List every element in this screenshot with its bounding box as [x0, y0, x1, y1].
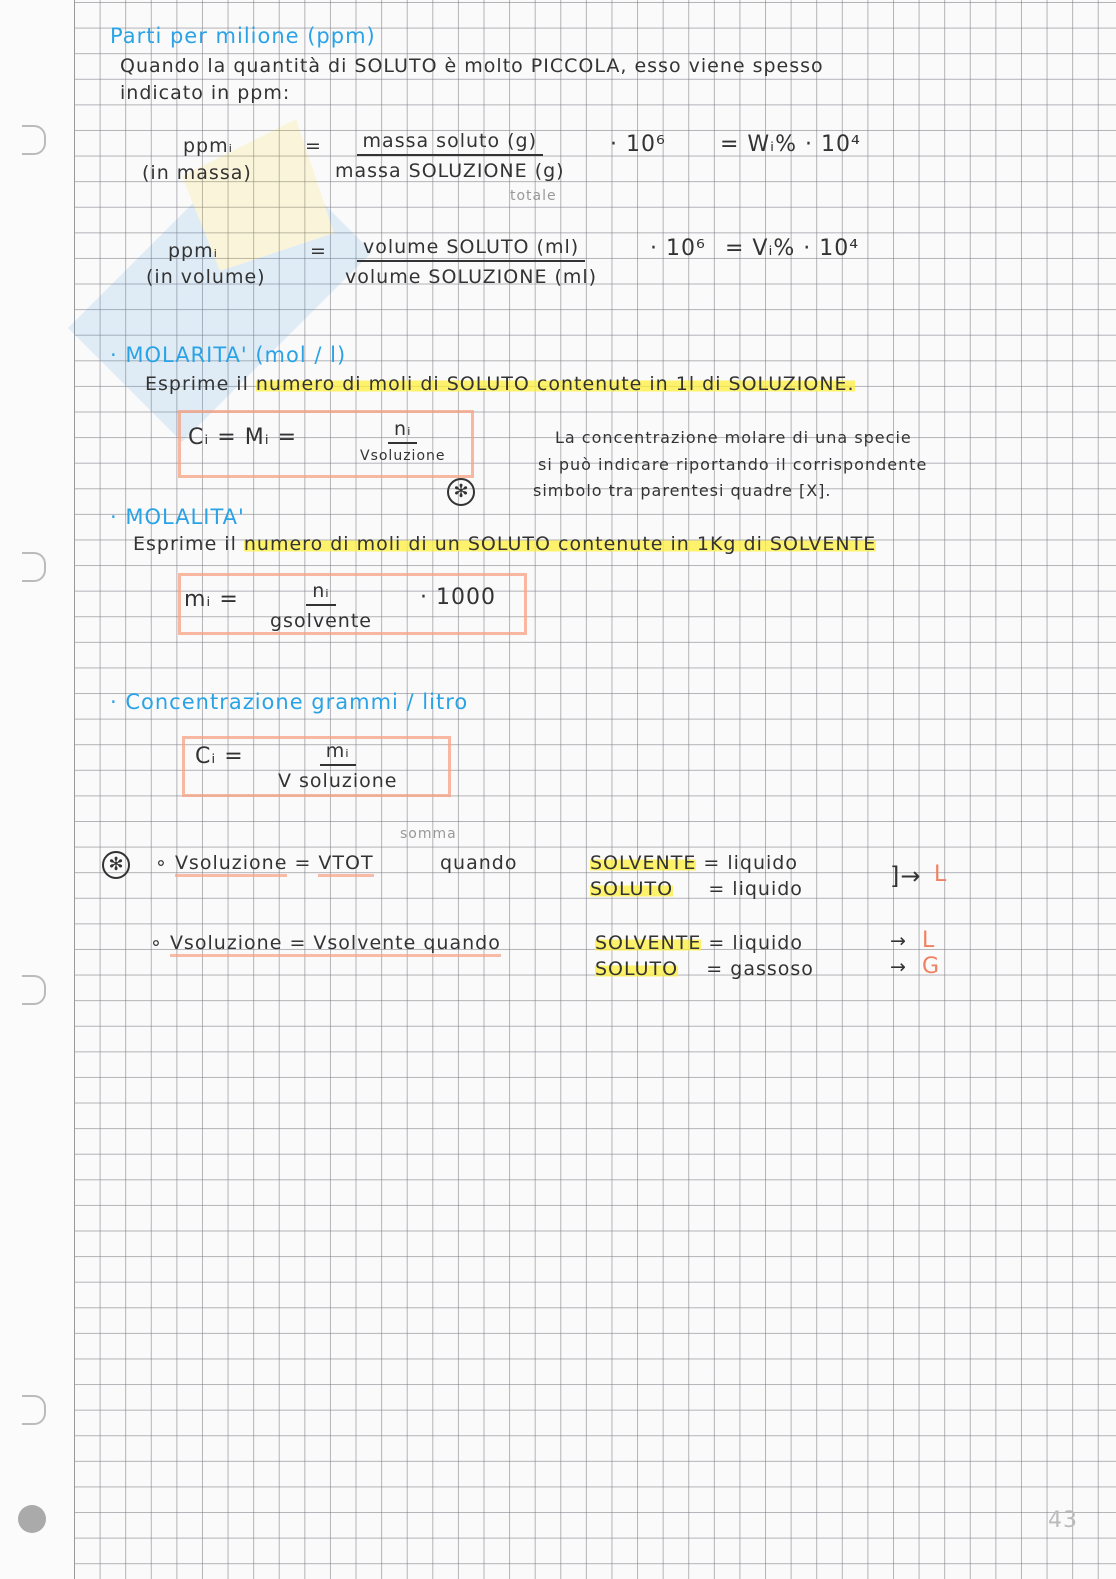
row2-solute: SOLUTO = gassoso [595, 958, 814, 980]
ppm-intro-line2: indicato in ppm: [120, 82, 291, 104]
row1-solvent: SOLVENTE = liquido [590, 852, 798, 874]
molality-description: Esprime il numero di moli di un SOLUTO c… [133, 533, 877, 555]
molarity-formula-box [178, 410, 474, 478]
denominator: V soluzione [278, 770, 398, 792]
molarity-formula-lhs: Cᵢ = Mᵢ = [188, 425, 298, 450]
molarity-fraction: nᵢ Vsoluzione [360, 418, 446, 464]
arrow-icon: → [890, 956, 907, 978]
ppm-intro-line1: Quando la quantità di SOLUTO è molto PIC… [120, 55, 824, 77]
denominator: gsolvente [270, 610, 372, 632]
result-liquid: L [922, 928, 936, 953]
section-title-molarity: · MOLARITA' (mol / l) [110, 343, 347, 367]
binder-hole [22, 552, 46, 582]
ppm-volume-note: (in volume) [146, 266, 266, 288]
arrow-icon: → [890, 930, 907, 952]
binder-hole [22, 125, 46, 155]
binder-hole [22, 1395, 46, 1425]
volume-note-row1-formula: ∘ Vsoluzione = VTOT [155, 852, 374, 877]
result-liquid: L [934, 862, 948, 887]
molarity-description: Esprime il numero di moli di SOLUTO cont… [145, 373, 855, 395]
binder-hole [22, 975, 46, 1005]
molality-formula-lhs: mᵢ = [184, 587, 239, 612]
volume-note-row2-formula: ∘ Vsoluzione = Vsolvente quando [150, 932, 501, 957]
annotation-totale: totale [510, 188, 557, 204]
numerator: volume SOLUTO (ml) [356, 236, 586, 262]
grams-per-liter-fraction: mᵢ V soluzione [278, 740, 398, 792]
ppm-volume-fraction: volume SOLUTO (ml) volume SOLUZIONE (ml) [345, 236, 597, 288]
numerator: nᵢ [388, 418, 418, 444]
when-label: quando [440, 852, 518, 874]
section-title-grams-per-liter: · Concentrazione grammi / litro [110, 690, 469, 714]
denominator: massa SOLUZIONE (g) [335, 160, 565, 182]
numerator: nᵢ [306, 580, 336, 606]
section-title-molality: · MOLALITA' [110, 505, 245, 529]
denominator: Vsoluzione [360, 448, 446, 464]
grams-per-liter-formula-lhs: Cᵢ = [195, 744, 244, 769]
molality-factor: · 1000 [420, 585, 496, 610]
asterisk-reference-icon: ✻ [447, 478, 475, 506]
ppm-mass-factor: · 10⁶ [610, 132, 666, 157]
page-margin [0, 0, 75, 1579]
ppm-volume-equivalence: = Vᵢ% · 10⁴ [725, 236, 860, 261]
ppm-volume-lhs: ppmᵢ [168, 240, 219, 262]
molarity-note-line2: si può indicare riportando il corrispond… [538, 455, 928, 474]
row2-solvent: SOLVENTE = liquido [595, 932, 803, 954]
watermark-logo [68, 119, 372, 442]
denominator: volume SOLUZIONE (ml) [345, 266, 598, 288]
molality-fraction: nᵢ gsolvente [270, 580, 372, 632]
molarity-note-line3: simbolo tra parentesi quadre [X]. [533, 481, 832, 500]
ppm-volume-factor: · 10⁶ [650, 236, 706, 261]
numerator: massa soluto (g) [356, 130, 544, 156]
ppm-mass-lhs: ppmᵢ [183, 135, 234, 157]
molality-formula-box [178, 573, 527, 635]
ppm-mass-equivalence: = Wᵢ% · 10⁴ [720, 132, 861, 157]
bracket-arrow: ]→ [890, 862, 922, 890]
ppm-mass-note: (in massa) [142, 162, 252, 184]
molarity-note-line1: La concentrazione molare di una specie [555, 428, 912, 447]
page-number: 43 [1048, 1508, 1078, 1533]
result-gas: G [922, 954, 941, 979]
section-title-ppm: Parti per milione (ppm) [110, 24, 376, 48]
ppm-mass-fraction: massa soluto (g) massa SOLUZIONE (g) [335, 130, 565, 182]
binder-hole-filled [18, 1505, 46, 1533]
grams-per-liter-formula-box [182, 736, 451, 797]
asterisk-reference-icon: ✻ [102, 851, 130, 879]
annotation-somma: somma [400, 826, 457, 842]
row1-solute: SOLUTO = liquido [590, 878, 803, 900]
numerator: mᵢ [319, 740, 356, 766]
